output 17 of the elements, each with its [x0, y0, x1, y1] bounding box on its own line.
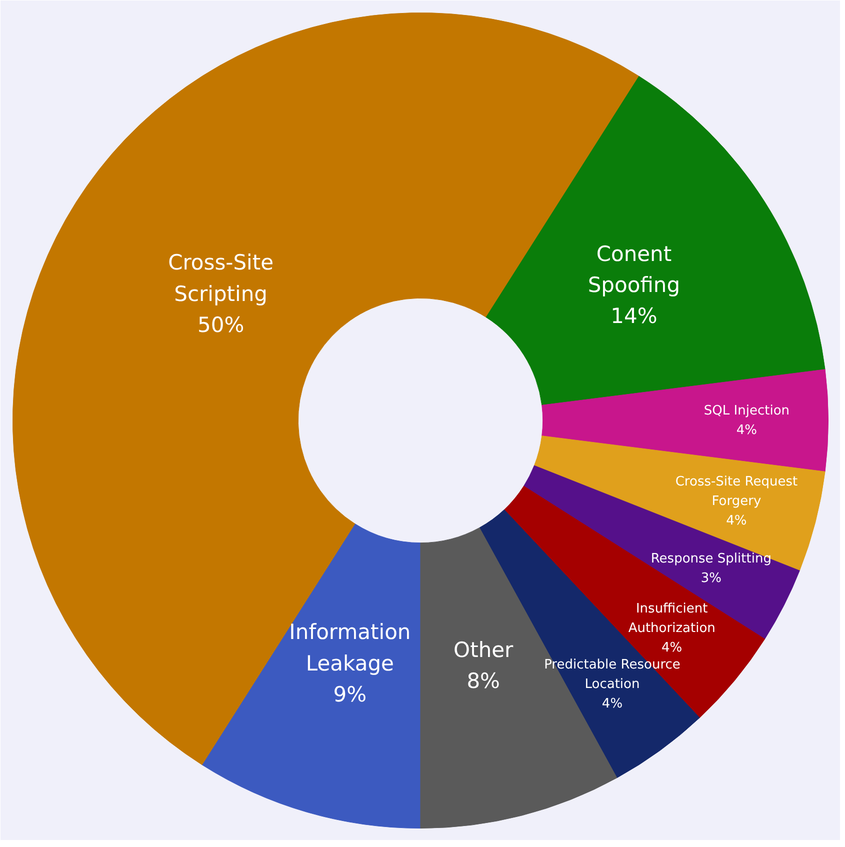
slice-label: Other	[454, 638, 514, 662]
data-label: 9%	[333, 682, 367, 706]
slice-label: Cross-Site Request Forgery	[675, 474, 798, 510]
data-label: 14%	[610, 304, 658, 328]
slice-label: Conent Spoofing	[588, 242, 680, 298]
slice-label: Cross-Site Scripting	[168, 250, 274, 306]
slice-label: Response Splitting	[650, 551, 772, 566]
slice-label: Information Leakage	[289, 620, 411, 676]
data-label: 4%	[736, 422, 758, 438]
data-label: 4%	[602, 696, 623, 712]
data-label: 4%	[662, 640, 682, 656]
data-label: 4%	[726, 514, 747, 529]
slice-label: SQL Injection	[704, 403, 790, 418]
data-label: 50%	[197, 312, 244, 337]
data-label: 3%	[700, 570, 722, 586]
data-label: 8%	[466, 668, 500, 693]
slice-label: Insufficient Authorization	[628, 601, 716, 636]
